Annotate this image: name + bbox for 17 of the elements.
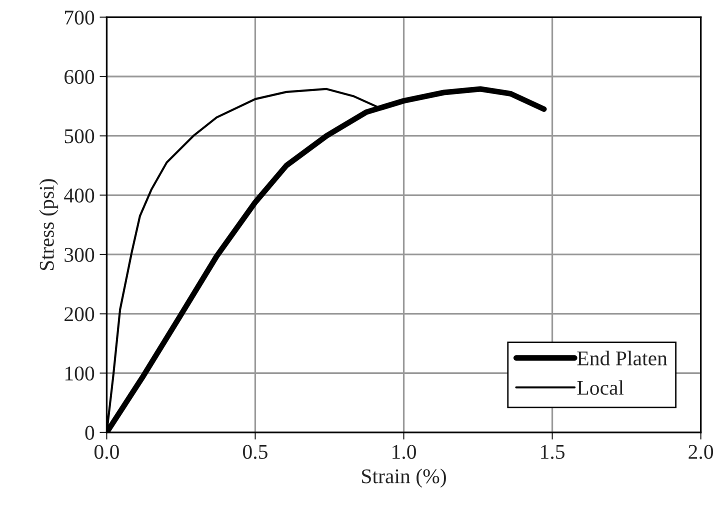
y-tick-label: 0 (85, 426, 94, 440)
y-tick-label: 300 (64, 248, 94, 262)
y-axis-title: Stress (psi) (39, 179, 58, 270)
x-tick-label: 1.5 (541, 444, 564, 459)
y-tick-label: 600 (64, 70, 94, 84)
x-tick-label: 2.0 (688, 444, 714, 459)
y-tick-label: 400 (64, 188, 94, 203)
legend-label: End Platen (577, 350, 668, 366)
x-tick-label: 0.0 (94, 444, 119, 459)
x-axis-title: Strain (%) (362, 468, 446, 488)
legend-label: Local (577, 380, 624, 395)
y-tick-label: 500 (64, 129, 94, 144)
y-tick-label: 200 (64, 307, 94, 322)
y-tick-label: 100 (65, 366, 94, 381)
x-tick-label: 0.5 (243, 444, 268, 459)
y-tick-label: 700 (65, 10, 94, 25)
x-tick-label: 1.0 (392, 444, 416, 459)
